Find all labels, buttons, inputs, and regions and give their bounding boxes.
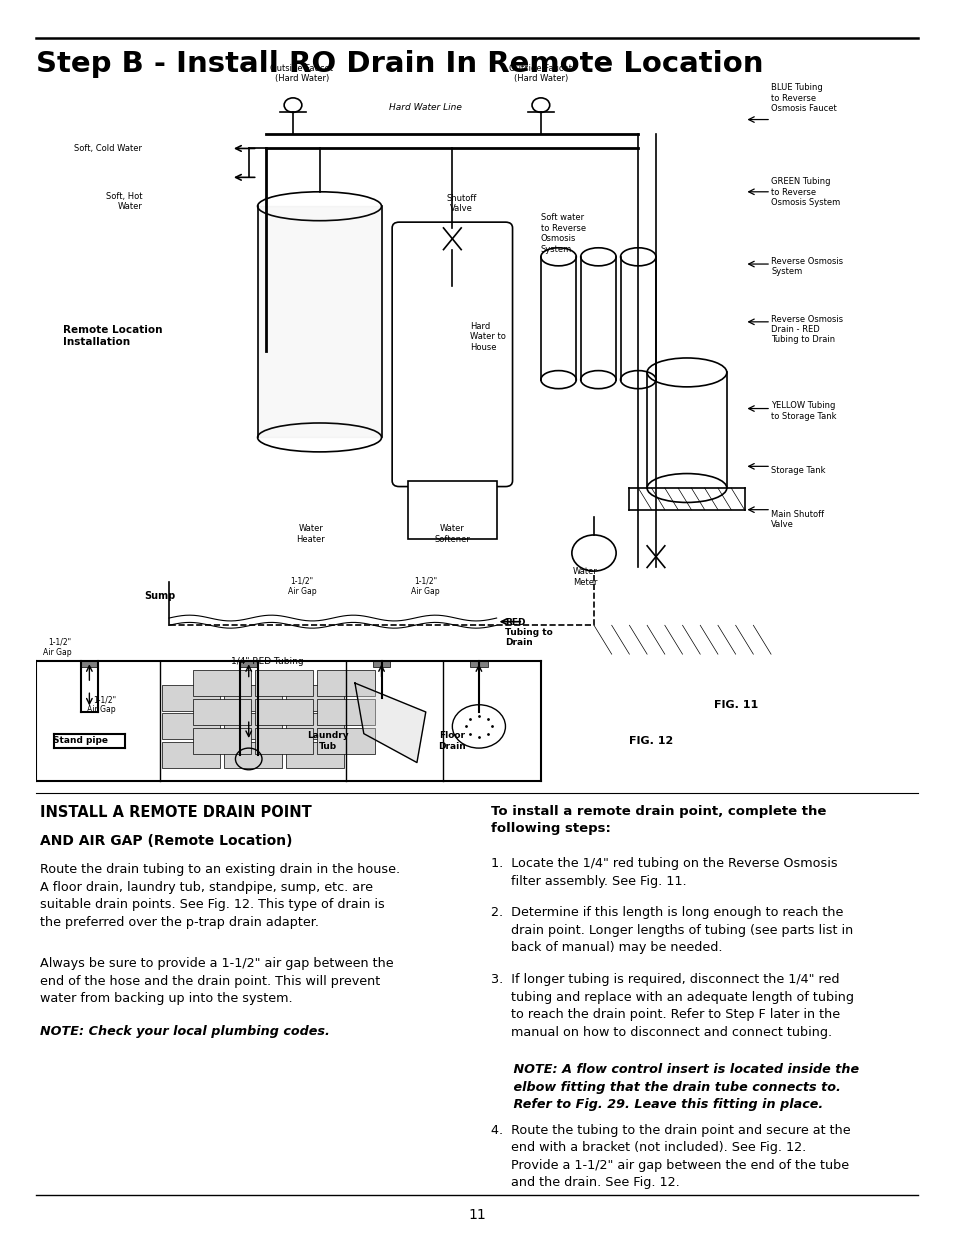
Polygon shape [355,683,425,762]
Bar [254,699,313,725]
Bar [224,714,282,740]
Bar [254,671,313,697]
Text: FIG. 12: FIG. 12 [629,736,673,746]
Bar [193,671,252,697]
Text: 1-1/2"
Air Gap: 1-1/2" Air Gap [43,637,71,657]
Bar [316,671,375,697]
Text: Remote Location
Installation: Remote Location Installation [63,326,162,347]
Text: 1-1/2"
Air Gap: 1-1/2" Air Gap [88,695,116,715]
Bar [286,714,344,740]
Text: Main Shutoff
Valve: Main Shutoff Valve [770,510,823,529]
Text: INSTALL A REMOTE DRAIN POINT: INSTALL A REMOTE DRAIN POINT [40,805,312,820]
FancyBboxPatch shape [392,222,512,487]
Bar [316,727,375,753]
Text: Route the drain tubing to an existing drain in the house.
A floor drain, laundry: Route the drain tubing to an existing dr… [40,863,399,929]
Text: Hard
Water to
House: Hard Water to House [470,322,505,352]
Text: Water
Softener: Water Softener [434,524,470,543]
Text: NOTE: A flow control insert is located inside the
     elbow fitting that the dr: NOTE: A flow control insert is located i… [491,1063,859,1112]
Text: AND AIR GAP (Remote Location): AND AIR GAP (Remote Location) [40,834,293,847]
Text: Floor
Drain: Floor Drain [438,731,466,751]
Text: FIG. 11: FIG. 11 [713,700,757,710]
Bar [224,742,282,768]
Text: Hard Water Line: Hard Water Line [389,104,462,112]
Text: 11: 11 [468,1208,485,1223]
Text: Laundry
Tub: Laundry Tub [307,731,349,751]
Bar [286,742,344,768]
Text: Reverse Osmosis
System: Reverse Osmosis System [770,257,842,277]
Bar [224,684,282,710]
Text: 4.  Route the tubing to the drain point and secure at the
     end with a bracke: 4. Route the tubing to the drain point a… [491,1124,850,1189]
Bar [316,699,375,725]
Bar [193,727,252,753]
Bar [373,662,390,667]
Text: 3.  If longer tubing is required, disconnect the 1/4" red
     tubing and replac: 3. If longer tubing is required, disconn… [491,973,854,1039]
Bar [254,727,313,753]
Bar [80,662,98,667]
Text: 1/4" RED Tubing: 1/4" RED Tubing [231,657,303,666]
Bar [162,714,220,740]
Text: YELLOW Tubing
to Storage Tank: YELLOW Tubing to Storage Tank [770,401,836,421]
Text: RED
Tubing to
Drain: RED Tubing to Drain [505,618,553,647]
Text: Always be sure to provide a 1-1/2" air gap between the
end of the hose and the d: Always be sure to provide a 1-1/2" air g… [40,957,394,1005]
Text: Water
Meter: Water Meter [572,568,597,587]
Text: Stand pipe: Stand pipe [53,736,108,746]
Bar [286,684,344,710]
Text: 1-1/2"
Air Gap: 1-1/2" Air Gap [411,577,439,597]
Text: Outside Faucet
(Hard Water): Outside Faucet (Hard Water) [509,64,572,84]
Bar [162,742,220,768]
Text: NOTE: Check your local plumbing codes.: NOTE: Check your local plumbing codes. [40,1025,330,1039]
Text: Step B - Install RO Drain In Remote Location: Step B - Install RO Drain In Remote Loca… [36,49,763,78]
Text: 2.  Determine if this length is long enough to reach the
     drain point. Longe: 2. Determine if this length is long enou… [491,906,853,955]
Bar [162,684,220,710]
Text: BLUE Tubing
to Reverse
Osmosis Faucet: BLUE Tubing to Reverse Osmosis Faucet [770,84,836,114]
Text: Soft, Cold Water: Soft, Cold Water [74,144,142,153]
Text: Storage Tank: Storage Tank [770,467,824,475]
Text: Water
Heater: Water Heater [296,524,325,543]
Text: Shutoff
Valve: Shutoff Valve [446,194,476,214]
Bar [470,662,487,667]
Bar [408,480,497,538]
Bar [239,662,257,667]
Text: To install a remote drain point, complete the
following steps:: To install a remote drain point, complet… [491,805,826,835]
Text: 1-1/2"
Air Gap: 1-1/2" Air Gap [287,577,315,597]
Text: Soft water
to Reverse
Osmosis
System: Soft water to Reverse Osmosis System [540,214,585,253]
Text: Outside Faucet
(Hard Water): Outside Faucet (Hard Water) [270,64,333,84]
Text: Sump: Sump [145,592,175,601]
Text: GREEN Tubing
to Reverse
Osmosis System: GREEN Tubing to Reverse Osmosis System [770,178,840,207]
Text: 1.  Locate the 1/4" red tubing on the Reverse Osmosis
     filter assembly. See : 1. Locate the 1/4" red tubing on the Rev… [491,857,837,888]
Text: Reverse Osmosis
Drain - RED
Tubing to Drain: Reverse Osmosis Drain - RED Tubing to Dr… [770,315,842,345]
Text: Soft, Hot
Water: Soft, Hot Water [106,191,142,211]
Bar [193,699,252,725]
